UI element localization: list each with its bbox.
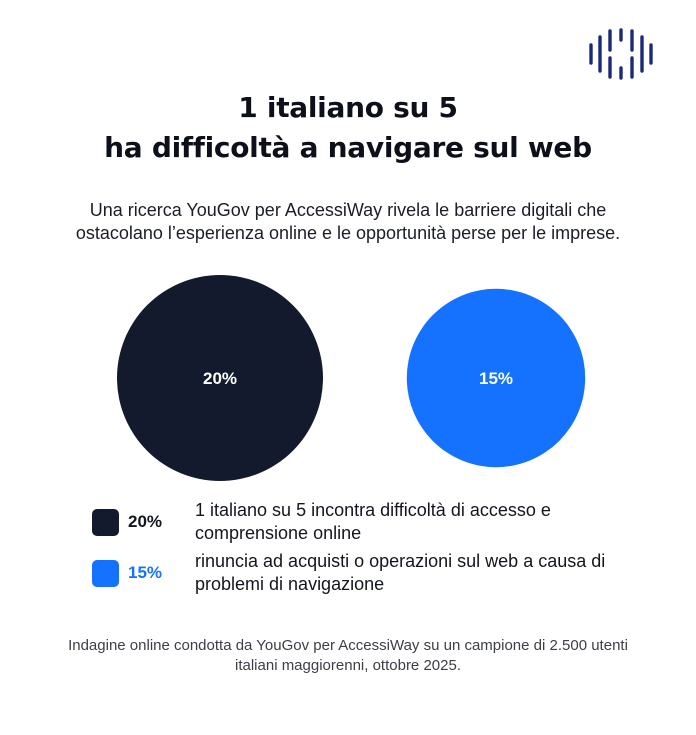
- title-line-2: ha difficoltà a navigare sul web: [104, 131, 592, 164]
- legend-description: rinuncia ad acquisti o operazioni sul we…: [195, 550, 655, 596]
- legend-value: 20%: [128, 512, 163, 531]
- legend-item-15: 15% rinuncia ad acquisti o operazioni su…: [92, 550, 605, 594]
- footnote-line-2: italiani maggiorenni, ottobre 2025.: [235, 657, 461, 674]
- bubble-15: [406, 288, 586, 468]
- bubble-20: [117, 275, 323, 481]
- legend-description: 1 italiano su 5 incontra difficoltà di a…: [195, 499, 655, 545]
- legend-description-line-2: comprensione online: [195, 523, 362, 543]
- legend-description-line-1: 1 italiano su 5 incontra difficoltà di a…: [195, 500, 551, 520]
- legend-value: 15%: [128, 563, 163, 582]
- legend-description-line-1: rinuncia ad acquisti o operazioni sul we…: [195, 551, 606, 571]
- legend-description-line-2: problemi di navigazione: [195, 574, 385, 594]
- subtitle: Una ricerca YouGov per AccessiWay rivela…: [20, 199, 676, 245]
- subtitle-line-2: ostacolano l’esperienza online e le oppo…: [75, 223, 621, 243]
- footnote: Indagine online condotta da YouGov per A…: [20, 636, 676, 676]
- bubble-label-20: 20%: [203, 369, 237, 388]
- subtitle-line-1: Una ricerca YouGov per AccessiWay rivela…: [89, 200, 607, 220]
- legend-swatch-dark: [92, 509, 119, 536]
- legend-item-20: 20% 1 italiano su 5 incontra difficoltà …: [92, 499, 551, 543]
- accessiway-logo-icon: [589, 28, 653, 80]
- legend-swatch-blue: [92, 560, 119, 587]
- bubble-chart: 20% 15%: [117, 275, 586, 481]
- page-title: 1 italiano su 5 ha difficoltà a navigare…: [0, 88, 696, 168]
- footnote-line-1: Indagine online condotta da YouGov per A…: [68, 637, 628, 654]
- title-line-1: 1 italiano su 5: [238, 91, 458, 124]
- bubble-label-15: 15%: [479, 369, 513, 388]
